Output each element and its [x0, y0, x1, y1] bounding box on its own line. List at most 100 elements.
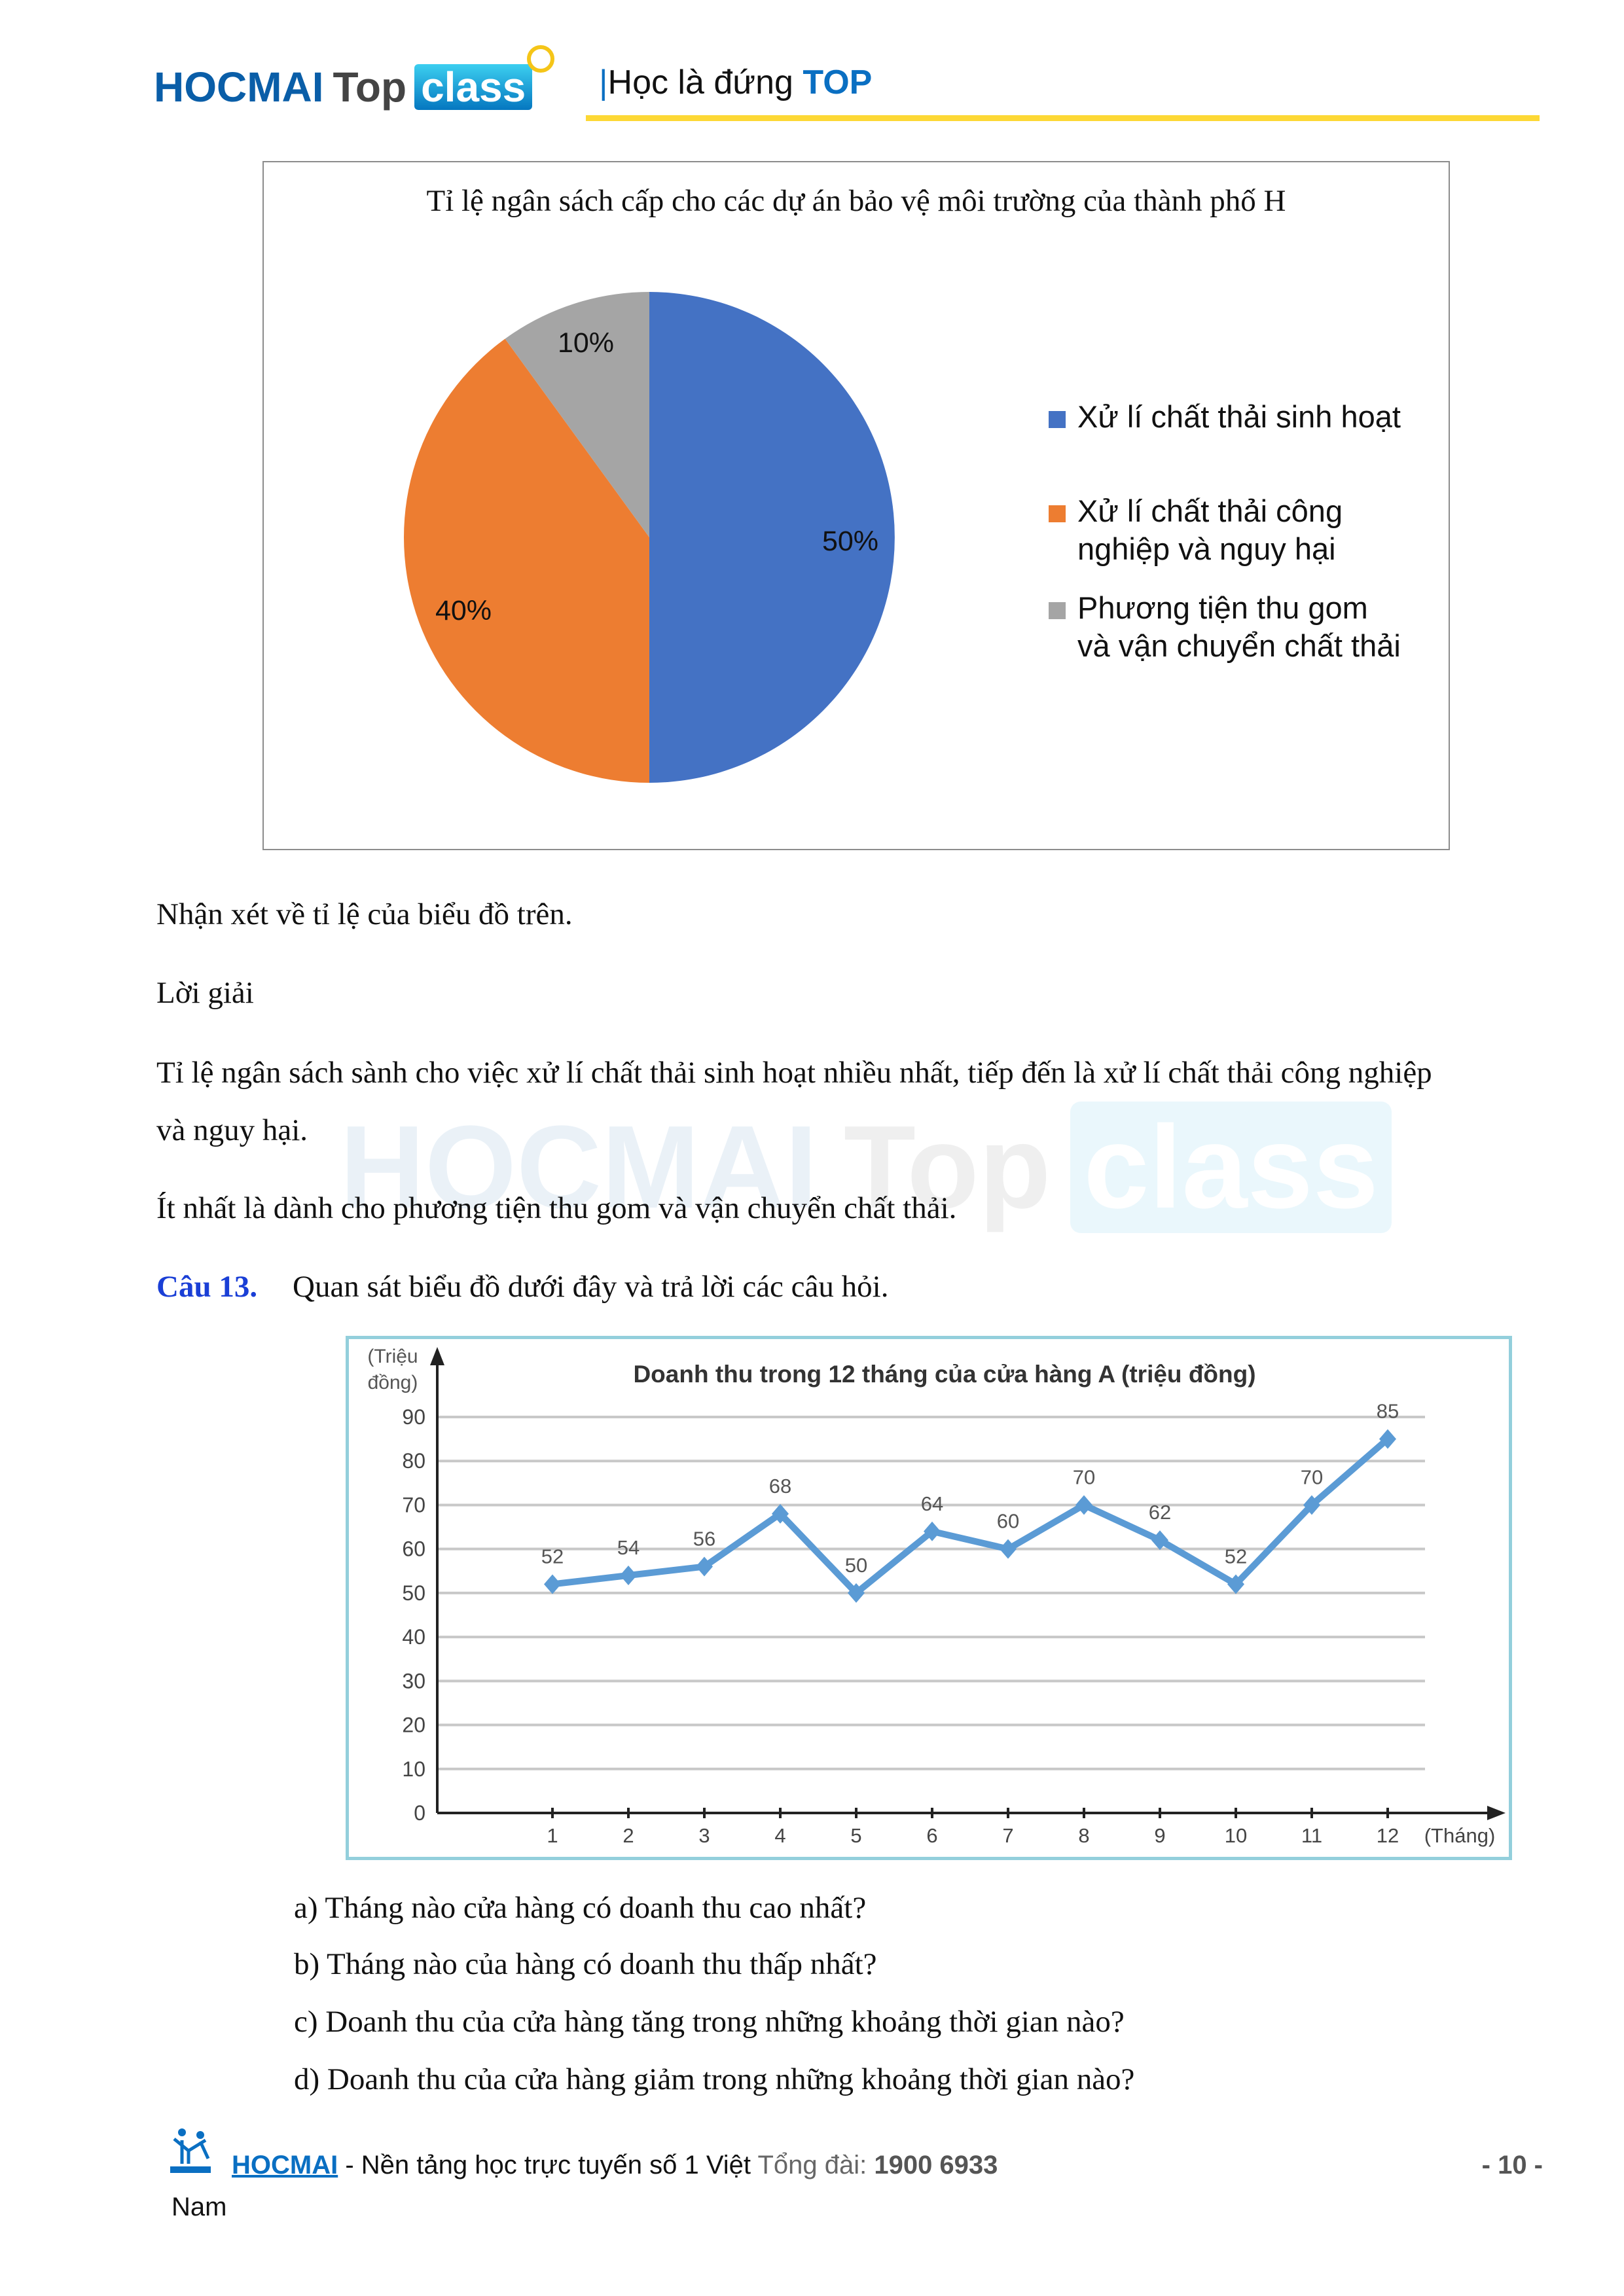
legend-swatch [1049, 411, 1066, 428]
header-tagline: |Học là đứng TOP [599, 63, 872, 102]
y-tick-label: 30 [402, 1669, 425, 1693]
footer-hotline-label: Tổng đài: [757, 2151, 875, 2179]
logo-class: class [414, 64, 533, 110]
pie-chart-frame [262, 161, 1450, 850]
pie-slice-label: 40% [435, 595, 492, 626]
data-label: 50 [845, 1554, 867, 1577]
pie-slice-label: 10% [558, 327, 614, 359]
line-chart-title: Doanh thu trong 12 tháng của cửa hàng A … [633, 1361, 1255, 1388]
data-point [1000, 1539, 1017, 1559]
pie-slice [649, 292, 895, 783]
revenue-line [552, 1436, 1390, 1596]
data-point [696, 1556, 713, 1577]
data-label: 85 [1377, 1400, 1399, 1423]
legend-item: Xử lí chất thải sinh hoạt [1049, 398, 1401, 436]
logo-hocmai: HOCMAI [154, 63, 324, 111]
data-point [544, 1574, 561, 1594]
question-text: Quan sát biểu đồ dưới đây và trả lời các… [293, 1270, 889, 1304]
data-point [924, 1521, 941, 1541]
y-axis-arrow-icon [430, 1347, 444, 1365]
tagline-text: Học là đứng [607, 63, 803, 101]
y-tick-label: 0 [414, 1801, 425, 1825]
y-tick-label: 60 [402, 1537, 425, 1561]
data-label: 56 [693, 1528, 715, 1551]
x-tick-label: 6 [926, 1824, 937, 1847]
data-point [1303, 1495, 1320, 1515]
x-tick-label: 7 [1002, 1824, 1013, 1847]
watermark-hocmai: HOCMAI [340, 1102, 818, 1233]
solution-line-3: Ít nhất là dành cho phương tiện thu gom … [156, 1191, 957, 1225]
question-13: Câu 13. Quan sát biểu đồ dưới đây và trả … [156, 1269, 888, 1304]
pie-chart: 50% 40% 10% [404, 292, 895, 783]
watermark-top: Top [843, 1102, 1051, 1233]
data-point [1151, 1530, 1168, 1551]
data-label: 60 [997, 1510, 1019, 1533]
watermark-class: class [1070, 1102, 1392, 1233]
x-tick-label: 8 [1078, 1824, 1089, 1847]
hocmai-footer-logo-icon [170, 2128, 211, 2173]
footer-tagline: - Nền tảng học trực tuyến số 1 Việt [338, 2151, 758, 2179]
y-tick-label: 70 [402, 1493, 425, 1516]
x-tick-label: 9 [1154, 1824, 1165, 1847]
data-label: 64 [921, 1492, 943, 1515]
data-point [1075, 1495, 1092, 1515]
star-badge-icon [527, 45, 555, 73]
logo-top: Top [333, 63, 407, 111]
pie-slice [404, 338, 649, 783]
line-chart-frame [346, 1336, 1512, 1860]
x-tick-label: 11 [1301, 1824, 1322, 1847]
page-number: - 10 - [1481, 2151, 1543, 2179]
line-chart: 0 10 20 30 40 50 60 70 80 90 Doanh thu trong 12 th… [367, 1346, 1506, 1847]
pie-slice [505, 292, 649, 537]
x-tick-label: 4 [774, 1824, 785, 1847]
y-tick-label: 20 [402, 1713, 425, 1737]
y-tick-label: 10 [402, 1757, 425, 1781]
x-tick-label: 2 [623, 1824, 634, 1847]
data-point [772, 1503, 789, 1524]
tagline-bar: | [599, 63, 608, 101]
y-tick-label: 90 [402, 1405, 425, 1429]
data-label: 70 [1073, 1465, 1095, 1488]
question-a: a) Tháng nào cửa hàng có doanh thu cao n… [294, 1891, 867, 1925]
solution-label: Lời giải [156, 976, 254, 1010]
pie-chart-title: Tỉ lệ ngân sách cấp cho các dự án bảo vệ… [426, 184, 1286, 218]
data-label: 54 [617, 1536, 640, 1559]
x-tick-label: 10 [1225, 1824, 1247, 1847]
legend-label: Xử lí chất thải sinh hoạt [1077, 399, 1401, 434]
tagline-top: TOP [803, 63, 873, 101]
footer-hotline: 1900 6933 [874, 2151, 998, 2179]
y-tick-label: 50 [402, 1581, 425, 1605]
watermark: HOCMAI Top class [340, 1100, 1392, 1235]
x-tick-label: 12 [1377, 1824, 1399, 1847]
solution-line-2: và nguy hại. [156, 1113, 308, 1147]
legend-item: Phương tiện thu gom và vận chuyển chất th… [1049, 589, 1401, 665]
hocmai-topclass-logo: HOCMAI Top class [154, 45, 560, 111]
footer-line: HOCMAI - Nền tảng học trực tuyến số 1 Vi… [232, 2151, 998, 2180]
question-b: b) Tháng nào của hàng có doanh thu thấp … [294, 1947, 877, 1981]
legend-label: và vận chuyển chất thải [1077, 628, 1401, 663]
question-d: d) Doanh thu của cửa hàng giảm trong nhữ… [294, 2062, 1135, 2096]
legend-label: nghiệp và nguy hại [1077, 531, 1336, 566]
x-tick-label: 1 [547, 1824, 558, 1847]
legend-item: Xử lí chất thải công nghiệp và nguy hại [1049, 492, 1343, 568]
prompt-text: Nhận xét về tỉ lệ của biểu đồ trên. [156, 897, 573, 931]
legend-swatch [1049, 602, 1066, 619]
y-tick-label: 40 [402, 1625, 425, 1649]
data-label: 62 [1149, 1501, 1171, 1524]
data-point [848, 1583, 865, 1603]
solution-line-1: Tỉ lệ ngân sách sành cho việc xử lí chất… [156, 1056, 1432, 1090]
y-axis-label: đồng) [368, 1372, 418, 1393]
data-label: 52 [541, 1545, 564, 1568]
legend-label: Phương tiện thu gom [1077, 590, 1368, 625]
header-divider [586, 115, 1540, 121]
pie-slice-label: 50% [822, 526, 878, 557]
footer-brand-link[interactable]: HOCMAI [232, 2151, 338, 2179]
y-axis-label: (Triệu [367, 1346, 418, 1367]
y-tick-label: 80 [402, 1449, 425, 1473]
data-label: 70 [1301, 1465, 1323, 1488]
x-axis-arrow-icon [1487, 1806, 1506, 1820]
footer-tagline-cont: Nam [171, 2193, 227, 2221]
data-label: 52 [1225, 1545, 1247, 1568]
question-c: c) Doanh thu của cửa hàng tăng trong nhữ… [294, 2005, 1125, 2039]
data-point [620, 1566, 637, 1585]
